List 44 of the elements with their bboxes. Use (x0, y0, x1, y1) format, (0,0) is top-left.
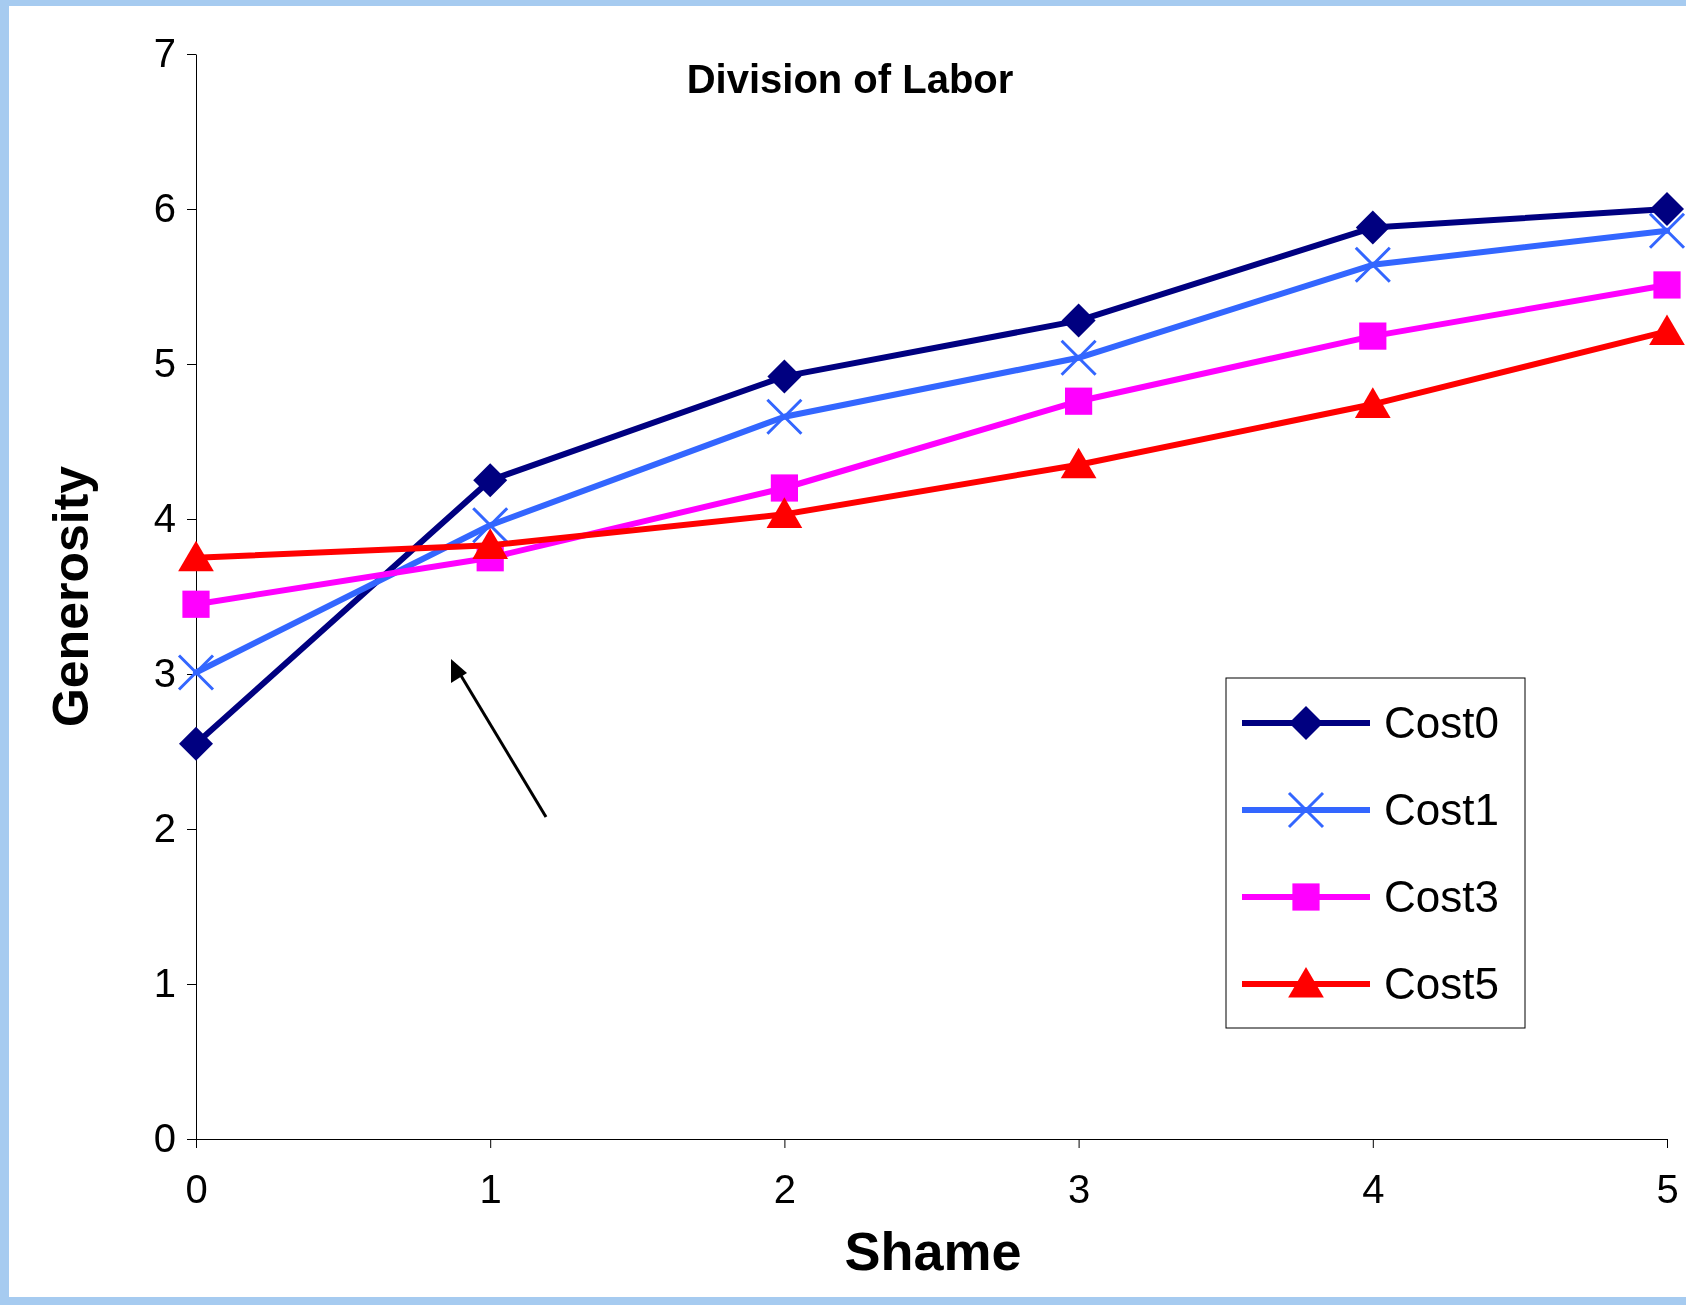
point (1060, 447, 1097, 479)
y-tick-label: 0 (153, 1116, 176, 1161)
point (1649, 314, 1685, 346)
y-tick-label: 7 (153, 31, 176, 76)
y-tick-label: 2 (153, 806, 176, 851)
point (1648, 212, 1686, 250)
point (1653, 271, 1681, 299)
point (1061, 303, 1096, 338)
legend-label: Cost0 (1384, 698, 1499, 747)
x-tick-label: 2 (773, 1167, 797, 1211)
point (770, 474, 798, 502)
chart-title: Division of Labor (686, 57, 1014, 101)
point (1065, 387, 1093, 415)
y-tick-label: 4 (153, 496, 176, 541)
x-tick-label: 5 (1656, 1167, 1679, 1211)
x-axis-title: Shame (844, 1221, 1022, 1281)
point (471, 506, 509, 544)
point (472, 528, 509, 559)
x-tick-label: 3 (1067, 1167, 1091, 1211)
point (1354, 387, 1391, 418)
point (1354, 246, 1392, 284)
y-tick-label: 5 (153, 341, 176, 386)
point (179, 726, 213, 761)
y-tick-label: 6 (153, 186, 176, 231)
legend-label: Cost1 (1384, 785, 1499, 834)
point (1359, 322, 1387, 350)
point (1355, 210, 1390, 245)
point (767, 359, 802, 394)
point (765, 398, 803, 436)
legend-label: Cost3 (1384, 872, 1499, 921)
x-tick-label: 0 (185, 1167, 208, 1211)
point (178, 540, 214, 572)
point (473, 463, 508, 498)
x-tick-label: 4 (1362, 1167, 1385, 1211)
point (177, 653, 215, 691)
point (766, 497, 803, 528)
legend-label: Cost5 (1384, 959, 1499, 1008)
y-axis-title: Generosity (43, 465, 99, 728)
point (1650, 192, 1684, 226)
point (1060, 339, 1098, 377)
x-tick-label: 1 (479, 1167, 502, 1211)
point (182, 590, 210, 618)
y-tick-label: 3 (153, 651, 176, 696)
y-tick-label: 1 (153, 961, 176, 1006)
